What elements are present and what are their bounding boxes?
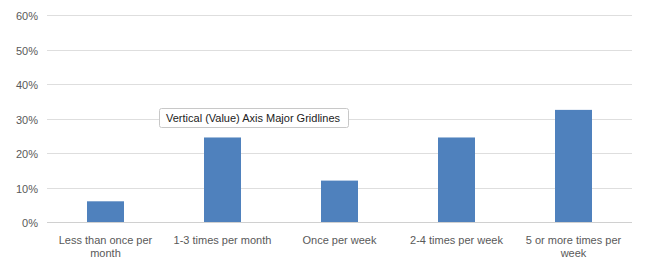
bar <box>87 201 124 222</box>
y-tick-label: 60% <box>16 10 38 22</box>
y-tick-label: 40% <box>16 79 38 91</box>
y-tick-label: 10% <box>16 183 38 195</box>
x-tick-label: 2-4 times per week <box>410 234 503 246</box>
x-tick-label: 1-3 times per month <box>174 234 272 246</box>
tooltip-box <box>160 109 349 128</box>
y-tick-label: 50% <box>16 45 38 57</box>
bar <box>555 110 592 222</box>
chart-container: 0% 10% 20% 30% 40% 50% 60% Less than once permo… <box>0 0 645 264</box>
x-tick-label: 5 or more times perweek <box>526 234 622 259</box>
grid-line <box>47 50 632 51</box>
bar <box>438 137 475 222</box>
y-tick-label: 0% <box>22 217 38 229</box>
x-tick-label: Less than once permonth <box>59 234 153 259</box>
y-tick-label: 30% <box>16 114 38 126</box>
grid <box>47 16 632 223</box>
grid-line <box>47 84 632 85</box>
chart-svg: 0% 10% 20% 30% 40% 50% 60% Less than once permo… <box>0 0 645 264</box>
y-tick-label: 20% <box>16 148 38 160</box>
bar <box>204 137 241 222</box>
grid-line <box>47 153 632 154</box>
y-tick-labels: 0% 10% 20% 30% 40% 50% 60% <box>16 10 38 229</box>
x-tick-label: Once per week <box>303 234 377 246</box>
grid-line <box>47 222 632 223</box>
x-tick-labels: Less than once permonth 1-3 times per mon… <box>59 234 622 259</box>
annotation-tooltip: Vertical (Value) Axis Major Gridlines <box>160 109 349 128</box>
annotation-text: Vertical (Value) Axis Major Gridlines <box>166 112 341 124</box>
bar <box>321 181 358 222</box>
grid-line <box>47 15 632 16</box>
